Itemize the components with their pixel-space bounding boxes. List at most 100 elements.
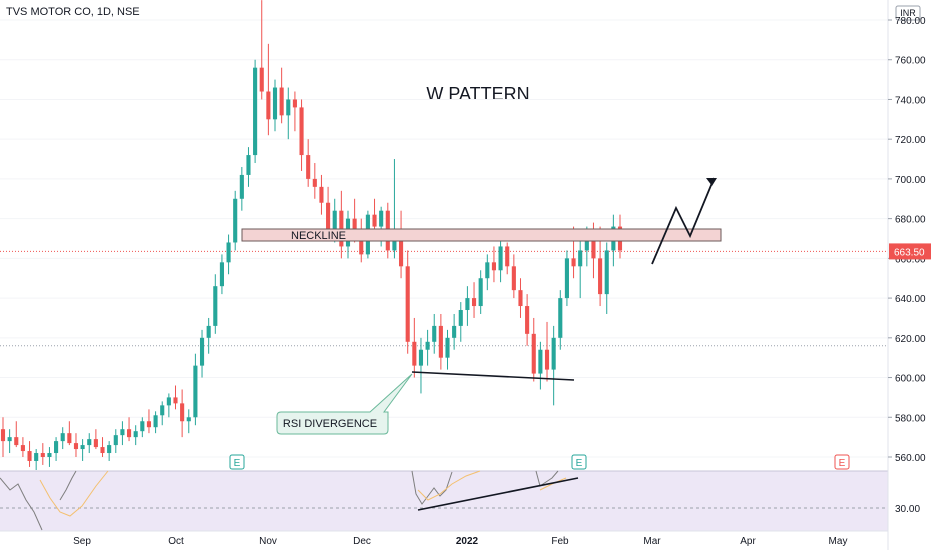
candle-body [253, 67, 258, 156]
candle-body [379, 210, 384, 227]
rsi-band [0, 471, 888, 531]
x-tick-label: 2022 [456, 536, 479, 547]
candle-body [60, 433, 65, 442]
candle-body [332, 210, 337, 231]
candle-body [213, 286, 218, 326]
rsi-ref-label: 30.00 [895, 504, 920, 515]
projection-arrowhead [706, 178, 717, 186]
x-tick-label: May [829, 536, 848, 547]
candle-body [93, 439, 98, 448]
candle-body [20, 445, 25, 452]
candle-body [558, 298, 563, 338]
earnings-marker-1[interactable]: E [229, 454, 245, 470]
candle-body [591, 238, 596, 259]
candle-body [531, 333, 536, 374]
y-tick-label: 600.00 [895, 374, 926, 385]
x-tick-label: Oct [168, 536, 184, 547]
candle-body [233, 198, 238, 243]
neckline-box[interactable] [241, 228, 722, 242]
candle-body [405, 266, 410, 342]
candle-body [259, 67, 264, 92]
candle-body [166, 397, 171, 406]
candle-body [7, 437, 12, 442]
candle-body [180, 403, 185, 422]
candle-body [425, 341, 430, 350]
candle-body [511, 266, 516, 291]
x-axis: Sep Oct Nov Dec 2022 Feb Mar Apr May [0, 530, 888, 547]
y-tick-label: 760.00 [895, 56, 926, 67]
candle-body [0, 429, 6, 442]
candle-body [272, 87, 278, 120]
candle-body [173, 397, 178, 404]
candle-body [299, 107, 304, 156]
candle-body [80, 445, 85, 450]
candle-body [485, 262, 490, 279]
candle-body [326, 202, 331, 231]
candle-body [140, 421, 145, 432]
currency-badge[interactable]: INR [895, 5, 921, 21]
candle-body [392, 234, 397, 251]
candle-body [14, 437, 19, 446]
y-tick-label: 780.00 [895, 16, 926, 27]
candle-body [564, 258, 569, 299]
chart-title-header: TVS MOTOR CO, 1D, NSE [6, 6, 140, 18]
candle-body [525, 306, 530, 334]
candle-body [418, 349, 424, 366]
candle-body [246, 155, 251, 175]
candle-body [286, 99, 291, 116]
support-trendline[interactable] [411, 371, 575, 381]
candle-body [54, 441, 59, 454]
rsi-line-left2 [59, 470, 77, 501]
candle-body [73, 443, 79, 450]
candle-body [292, 99, 297, 108]
candle-body [478, 278, 483, 307]
last-price-label: 663.50 [894, 247, 925, 258]
projection-zigzag[interactable] [651, 177, 715, 265]
candle-body [319, 186, 324, 203]
candle-body [193, 365, 198, 418]
currency-label: INR [900, 8, 916, 18]
last-price-badge [889, 243, 931, 260]
x-tick-label: Nov [259, 536, 277, 547]
grid [0, 19, 888, 458]
candle-body [604, 250, 609, 295]
candle-body [47, 453, 52, 457]
candle-body [471, 298, 477, 307]
candle-body [458, 310, 463, 326]
x-tick-label: Dec [353, 536, 371, 547]
y-tick-label: 720.00 [895, 135, 926, 146]
candle-body [312, 178, 317, 187]
rsi-panel [0, 470, 888, 531]
rsi-line-right [535, 470, 559, 487]
x-tick-label: Mar [643, 536, 661, 547]
y-tick-label: 640.00 [895, 294, 926, 305]
candle-body [505, 246, 510, 267]
candle-body [578, 250, 583, 267]
candle-body [87, 439, 92, 446]
candle-body [186, 417, 191, 422]
candle-body [266, 91, 271, 120]
earnings-marker-2-label: E [576, 458, 583, 469]
candle-body [67, 433, 72, 444]
y-tick-label: 660.00 [895, 254, 926, 265]
candle-body [438, 325, 443, 358]
rsi-divergence-callout[interactable]: RSI DIVERGENCE [276, 373, 413, 435]
candle-body [206, 325, 211, 338]
candle-body [538, 349, 543, 374]
candle-body [551, 337, 556, 370]
candle-body [445, 337, 450, 358]
rsi-divergence-line[interactable] [417, 477, 579, 511]
candle-body [544, 349, 550, 370]
y-axis: 560.00 580.00 600.00 620.00 640.00 660.00 680.… [887, 0, 931, 550]
y-tick-label: 580.00 [895, 413, 926, 424]
y-tick-label: 560.00 [895, 453, 926, 464]
candle-body [571, 258, 576, 267]
chart-title: W PATTERN [426, 84, 529, 104]
earnings-marker-2[interactable]: E [571, 454, 587, 470]
candle-body [306, 155, 311, 179]
earnings-marker-3[interactable]: E [834, 454, 850, 470]
candle-body [40, 453, 45, 457]
candle-body [153, 415, 158, 428]
